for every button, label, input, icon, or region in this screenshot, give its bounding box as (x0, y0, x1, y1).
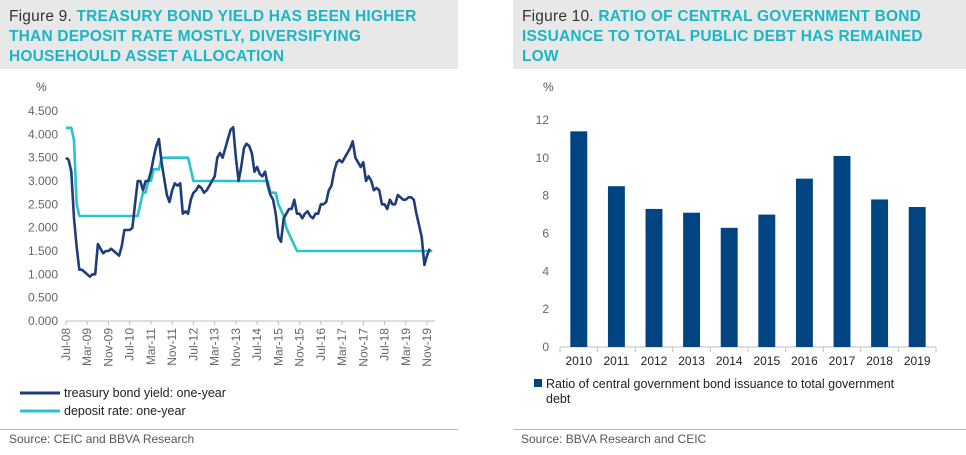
figure-10-label: Figure 10. (522, 8, 594, 25)
x-tick-label: Jul-18 (378, 328, 392, 361)
x-tick-label: 2018 (866, 354, 893, 368)
x-tick-label: Jul-14 (250, 328, 264, 361)
figure-9-title-line-2: THAN DEPOSIT RATE MOSTLY, DIVERSIFYING (9, 28, 362, 45)
y-tick-label: 3.000 (28, 174, 58, 188)
bar (570, 131, 588, 347)
y-tick-label: 4 (542, 264, 549, 278)
series-line (66, 126, 433, 253)
x-tick-label: 2017 (829, 354, 856, 368)
x-tick-label: Nov-17 (356, 328, 370, 367)
y-tick-label: 0 (542, 340, 549, 354)
figure-9-title-line-1: TREASURY BOND YIELD HAS BEEN HIGHER (76, 8, 417, 25)
source-divider (0, 429, 458, 430)
x-tick-label: Mar-09 (80, 328, 94, 366)
y-tick-label: 0.500 (28, 291, 58, 305)
figure-9-title-box: Figure 9. TREASURY BOND YIELD HAS BEEN H… (0, 0, 458, 69)
y-tick-label: 0.000 (28, 314, 58, 328)
x-tick-label: 2015 (753, 354, 780, 368)
figure-10-title: Figure 10. RATIO OF CENTRAL GOVERNMENT B… (522, 7, 958, 67)
x-tick-label: Mar-19 (399, 328, 413, 366)
x-tick-label: Jul-12 (186, 328, 200, 361)
x-tick-label: Jul-08 (59, 328, 73, 361)
figure-10-title-line-1: RATIO OF CENTRAL GOVERNMENT BOND (598, 8, 922, 25)
y-tick-label: 4.000 (28, 127, 58, 141)
y-axis-unit: % (36, 80, 47, 94)
y-tick-label: 2.500 (28, 197, 58, 211)
y-tick-label: 10 (536, 151, 550, 165)
figure-10-title-line-3: LOW (522, 48, 559, 65)
x-tick-label: 2019 (904, 354, 931, 368)
y-tick-label: 2 (542, 302, 549, 316)
x-tick-label: Nov-09 (101, 328, 115, 367)
bar (871, 199, 889, 347)
line-chart: % 0.000 0.500 1.000 1.500 2.000 2.500 3.000 3.50… (20, 80, 435, 418)
x-tick-label: 2011 (603, 354, 629, 368)
x-tick-label: Jul-10 (123, 328, 137, 361)
figure-9-label: Figure 9. (9, 8, 72, 25)
y-tick-label: 2.000 (28, 221, 58, 235)
y-tick-label: 3.500 (28, 151, 58, 165)
x-tick-label: Nov-13 (229, 328, 243, 367)
figure-10-source: Source: BBVA Research and CEIC (521, 432, 707, 446)
figure-9-title-line-3: HOUSEHOULD ASSET ALLOCATION (9, 48, 285, 65)
bar (758, 214, 776, 347)
y-tick-label: 8 (542, 189, 549, 203)
x-tick-label: Mar-17 (335, 328, 349, 366)
y-axis-unit: % (543, 80, 554, 94)
legend-label: treasury bond yield: one-year (64, 386, 226, 400)
figure-9-panel: Figure 9. TREASURY BOND YIELD HAS BEEN H… (0, 0, 458, 455)
bar-chart: % 0 2 4 6 8 10 12 2010 2011 2012 2013 2014 2015 2016 20… (534, 80, 937, 406)
y-tick-label: 1.000 (28, 267, 58, 281)
bar (795, 178, 813, 347)
bar (683, 212, 701, 347)
x-tick-label: 2014 (716, 354, 743, 368)
bar (607, 186, 625, 347)
figure-10-panel: Figure 10. RATIO OF CENTRAL GOVERNMENT B… (513, 0, 966, 455)
y-tick-label: 6 (542, 227, 549, 241)
x-tick-label: Nov-11 (165, 328, 179, 366)
x-tick-label: Mar-15 (271, 328, 285, 366)
x-tick-label: 2012 (641, 354, 668, 368)
y-tick-label: 1.500 (28, 244, 58, 258)
legend-label: debt (546, 392, 571, 406)
bar (645, 208, 663, 347)
figure-10-title-line-2: ISSUANCE TO TOTAL PUBLIC DEBT HAS REMAIN… (522, 28, 923, 45)
legend-label: deposit rate: one-year (64, 404, 186, 418)
figure-9-source: Source: CEIC and BBVA Research (9, 432, 195, 446)
x-tick-label: Jul-16 (314, 328, 328, 361)
bar (720, 227, 738, 347)
x-tick-label: 2016 (791, 354, 818, 368)
x-tick-label: Mar-11 (144, 328, 158, 365)
x-tick-label: Nov-19 (420, 328, 434, 367)
legend-label: Ratio of central government bond issuanc… (546, 377, 895, 391)
figure-10-title-box: Figure 10. RATIO OF CENTRAL GOVERNMENT B… (513, 0, 966, 69)
y-tick-label: 4.500 (28, 104, 58, 118)
x-tick-label: Nov-15 (293, 328, 307, 367)
x-tick-label: 2010 (565, 354, 592, 368)
x-tick-label: 2013 (678, 354, 705, 368)
legend-swatch (534, 379, 542, 387)
x-tick-label: Mar-13 (208, 328, 222, 366)
figure-9-title: Figure 9. TREASURY BOND YIELD HAS BEEN H… (9, 7, 450, 67)
y-tick-label: 12 (536, 113, 550, 127)
source-divider (513, 429, 966, 430)
bar (833, 155, 851, 347)
series-line (65, 126, 431, 278)
bar (908, 207, 926, 347)
